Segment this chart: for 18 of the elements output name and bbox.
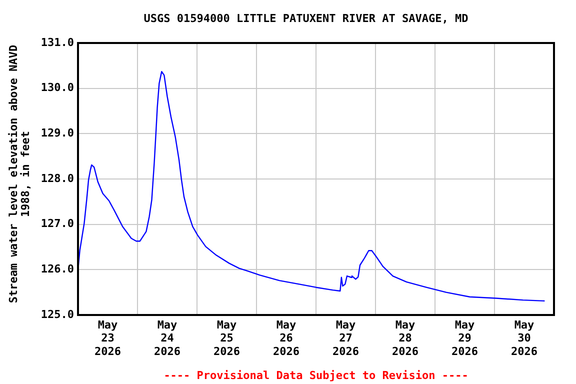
x-tick-label: May 27 2026 (332, 318, 360, 358)
chart-title: USGS 01594000 LITTLE PATUXENT RIVER AT SAVAGE, MD (144, 12, 469, 25)
y-tick-label: 126.0 (40, 262, 74, 276)
y-tick-label: 128.0 (40, 172, 74, 185)
x-tick-label: May 24 2026 (154, 318, 181, 358)
y-tick-label: 127.0 (40, 217, 74, 230)
y-axis-title: Stream water level elevation above NAVD 1988, in feet (6, 44, 32, 304)
y-tick-label: 129.0 (40, 126, 74, 140)
text: ---- Provisional Data Subject to Revision ---- (164, 368, 468, 382)
x-tick-label: May 28 2026 (392, 318, 419, 358)
x-tick-label: May 30 2026 (511, 318, 538, 358)
x-tick-label: May 29 2026 (452, 318, 478, 358)
x-tick-label: May 25 2026 (214, 318, 240, 358)
y-tick-label: 125.0 (40, 308, 74, 321)
x-tick-label: May 23 2026 (94, 318, 122, 358)
y-tick-label: 131.0 (40, 36, 74, 49)
y-tick-label: 130.0 (40, 81, 74, 94)
x-tick-label: May 26 2026 (273, 318, 300, 358)
